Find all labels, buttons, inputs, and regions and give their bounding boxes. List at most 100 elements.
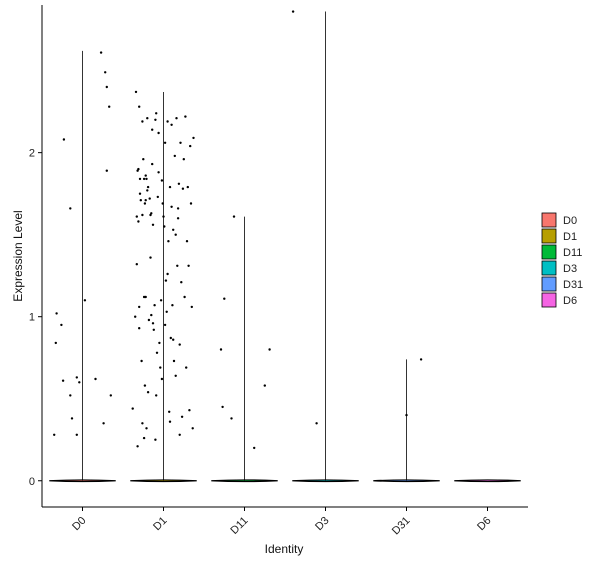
point-d1 [154,438,157,441]
point-d1 [165,310,168,313]
x-tick-label: D3 [313,515,331,533]
point-d1 [178,433,181,436]
point-d1 [145,427,148,430]
point-d1 [162,215,165,218]
legend-label-d6: D6 [563,295,577,307]
legend-swatch-d31 [541,276,557,292]
point-d1 [138,305,141,309]
violin-d6 [454,479,521,483]
point-d1 [146,117,149,120]
x-tick-label: D1 [151,515,169,533]
legend-label-d31: D31 [563,279,583,291]
point-d0 [54,341,57,345]
violin-d0 [49,479,116,483]
point-d0 [83,299,87,302]
y-ticks: 0 1 2 [29,148,42,488]
violin-d11 [211,479,278,483]
point-d1 [175,117,178,120]
point-d1 [151,162,154,166]
x-tick-label: D11 [228,515,250,537]
point-d1 [168,420,172,423]
x-tick-label: D31 [390,515,413,538]
point-d0 [105,169,109,172]
point-d0 [109,394,113,397]
point-d0 [108,105,111,108]
point-d1 [178,343,181,346]
point-d11 [268,348,271,351]
point-d31 [405,413,408,417]
point-d11 [219,348,223,351]
point-d1 [172,228,175,231]
point-d1 [189,202,193,205]
point-d11 [253,446,256,450]
point-d1 [191,427,194,430]
point-d1 [144,295,147,299]
point-d1 [170,123,173,127]
legend-swatch-d0 [541,212,557,228]
point-d1 [161,202,164,205]
point-d1 [150,313,153,317]
y-tick-label: 1 [29,312,35,324]
axes-layer [41,5,528,508]
point-d0 [75,376,79,379]
point-d1 [166,272,169,276]
point-d1 [190,305,193,309]
point-d1 [176,264,179,267]
point-d1 [155,351,159,354]
point-d0 [61,379,65,382]
y-tick-label: 0 [29,476,35,488]
point-d0 [94,377,97,381]
legend-swatch-d11 [541,244,557,260]
point-d0 [102,422,105,425]
point-d1 [146,391,150,394]
legend: D0 D1 D11 D3 D31 D6 [541,212,583,308]
point-d1 [151,128,154,131]
point-d1 [148,197,151,200]
point-d1 [153,304,156,307]
legend-swatch-d6 [541,292,557,308]
point-d1 [179,141,182,144]
point-d1 [180,415,184,418]
x-tick-label: D6 [475,515,493,533]
point-d1 [160,179,164,182]
point-d11 [230,417,233,420]
legend-label-d0: D0 [563,215,577,227]
point-d1 [135,215,138,218]
point-d1 [159,299,163,302]
point-d1 [143,202,147,205]
legend-swatch-d3 [541,260,557,276]
y-axis-title: Expression Level [11,210,25,301]
legend-label-d1: D1 [563,231,577,243]
point-d1 [167,240,170,243]
point-d1 [173,154,176,158]
point-d1 [185,240,189,243]
point-d1 [171,304,174,307]
point-d1 [164,279,168,282]
point-d1 [138,192,142,195]
point-d1 [169,336,172,340]
point-d0 [75,433,79,436]
point-d1 [192,136,195,140]
jitter-points-layer [53,10,423,450]
point-d1 [151,223,155,226]
x-ticks: D0 D1 D11 D3 D31 D6 [70,507,494,538]
point-d1 [141,213,144,217]
violin-d31 [373,479,440,483]
point-d11 [221,405,224,409]
point-d1 [186,185,189,189]
point-d1 [189,144,192,148]
point-d1 [163,225,166,228]
point-d1 [137,167,140,171]
point-d1 [176,217,180,220]
point-d1 [155,394,158,397]
point-d1 [138,327,141,330]
point-d1 [168,185,172,189]
violin-d1 [130,479,197,483]
point-d1 [182,158,185,161]
point-d11 [223,297,226,300]
legend-swatch-d1 [541,228,557,244]
point-d1 [131,407,134,410]
point-d1 [149,256,152,259]
point-d1 [135,263,138,266]
